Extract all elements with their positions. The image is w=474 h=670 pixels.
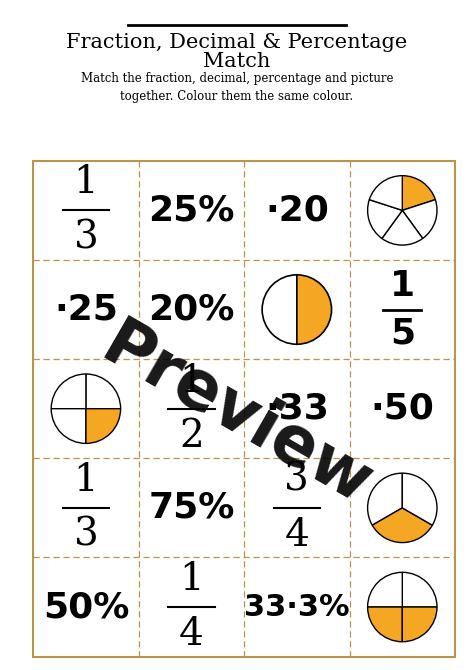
Text: 3: 3	[73, 219, 98, 257]
Wedge shape	[402, 607, 437, 642]
Text: 5: 5	[390, 316, 415, 350]
Text: Match: Match	[203, 52, 271, 71]
Text: 1: 1	[73, 462, 98, 499]
Bar	[33, 161, 455, 657]
Text: 4: 4	[179, 616, 204, 653]
Text: 2: 2	[179, 417, 204, 455]
Wedge shape	[382, 210, 423, 245]
Text: Preview: Preview	[91, 312, 383, 519]
Wedge shape	[51, 409, 86, 444]
Wedge shape	[368, 607, 402, 642]
Wedge shape	[402, 200, 437, 239]
Wedge shape	[86, 374, 120, 409]
Text: 50%: 50%	[43, 590, 129, 624]
Wedge shape	[402, 473, 437, 525]
Text: 1: 1	[73, 164, 98, 202]
Text: 20%: 20%	[148, 293, 235, 326]
Wedge shape	[368, 200, 402, 239]
Text: 3: 3	[284, 462, 309, 499]
Text: ·33: ·33	[265, 392, 329, 425]
Text: ·50: ·50	[370, 392, 434, 425]
Wedge shape	[402, 176, 435, 210]
Wedge shape	[368, 572, 402, 607]
Text: 33·3%: 33·3%	[244, 592, 350, 622]
Text: Fraction, Decimal & Percentage: Fraction, Decimal & Percentage	[66, 34, 408, 52]
Wedge shape	[368, 473, 402, 525]
Text: 3: 3	[73, 517, 98, 554]
Text: 75%: 75%	[148, 491, 235, 525]
Text: ·25: ·25	[54, 293, 118, 326]
Text: 4: 4	[284, 517, 309, 554]
Text: ·20: ·20	[265, 194, 329, 227]
Text: Match the fraction, decimal, percentage and picture
together. Colour them the sa: Match the fraction, decimal, percentage …	[81, 72, 393, 103]
Wedge shape	[372, 508, 432, 543]
Text: 1: 1	[179, 561, 204, 598]
Text: 1: 1	[179, 362, 204, 400]
Wedge shape	[369, 176, 402, 210]
Text: 1: 1	[390, 269, 415, 303]
Wedge shape	[86, 409, 120, 444]
Text: 25%: 25%	[148, 194, 235, 227]
Wedge shape	[297, 275, 331, 344]
Wedge shape	[402, 572, 437, 607]
Wedge shape	[51, 374, 86, 409]
Wedge shape	[262, 275, 297, 344]
